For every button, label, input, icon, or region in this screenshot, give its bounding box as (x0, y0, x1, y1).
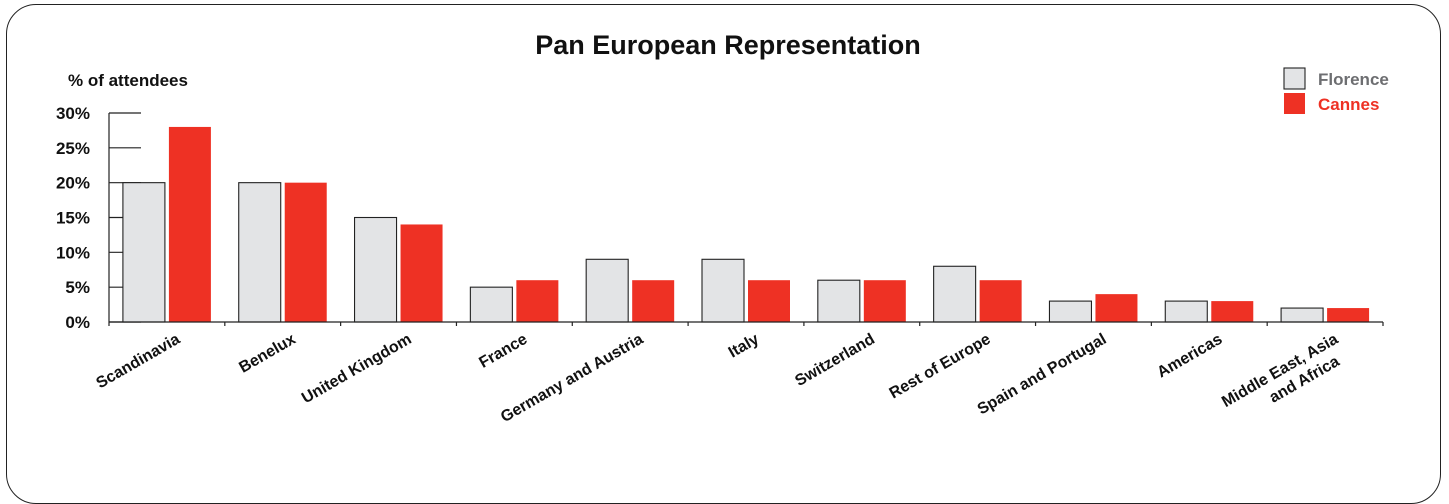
x-axis-labels: Scandinavia Benelux United Kingdom FranceGe… (94, 331, 1351, 429)
legend-label-cannes: Cannes (1318, 95, 1379, 114)
bar-cannes-6 (863, 280, 906, 322)
legend-label-florence: Florence (1318, 70, 1389, 89)
legend-swatch-cannes (1284, 93, 1305, 114)
x-tick-label: Spain and Portugal (975, 331, 1110, 419)
x-tick-label: Americas (1154, 331, 1225, 382)
bar-cannes-8 (1095, 294, 1138, 322)
x-tick-label: Middle East, Asiaand Africa (1219, 331, 1351, 429)
bars (122, 126, 1370, 323)
bar-cannes-10 (1327, 308, 1370, 322)
x-axis (108, 321, 1384, 326)
bar-florence-1 (238, 182, 282, 323)
x-tick-label: Italy (726, 331, 762, 362)
bar-cannes-7 (979, 280, 1022, 322)
bar-cannes-0 (168, 126, 211, 322)
bar-cannes-9 (1211, 301, 1254, 322)
x-tick-label: United Kingdom (299, 331, 414, 407)
bar-florence-10 (1280, 307, 1324, 323)
bar-florence-7 (933, 265, 977, 323)
bar-cannes-2 (400, 224, 443, 322)
bar-florence-5 (701, 258, 745, 323)
bar-florence-6 (817, 279, 861, 323)
y-tick-label: 20% (56, 174, 90, 193)
y-tick-label: 15% (56, 209, 90, 228)
bar-florence-0 (122, 182, 166, 323)
bar-cannes-1 (284, 182, 327, 322)
bar-cannes-3 (516, 280, 559, 322)
y-tick-label: 30% (56, 104, 90, 123)
y-tick-label: 10% (56, 243, 90, 262)
bar-florence-4 (585, 258, 629, 323)
y-axis-label: % of attendees (68, 71, 188, 90)
bar-florence-9 (1164, 300, 1208, 323)
bar-florence-8 (1048, 300, 1093, 323)
y-tick-label: 5% (65, 278, 90, 297)
bar-cannes-5 (748, 280, 790, 322)
chart-title: Pan European Representation (535, 30, 921, 60)
bar-chart: Pan European Representation % of attende… (56, 30, 1389, 429)
x-tick-label: France (476, 331, 530, 372)
x-tick-label: Scandinavia (94, 331, 183, 392)
bar-cannes-4 (632, 280, 675, 322)
legend: Florence Cannes (1283, 67, 1389, 114)
x-tick-label: Benelux (236, 331, 298, 377)
legend-swatch-florence (1283, 67, 1306, 90)
bar-florence-2 (353, 216, 398, 323)
y-tick-label: 0% (65, 313, 90, 332)
bar-florence-3 (469, 286, 513, 323)
x-tick-label: Rest of Europe (887, 331, 994, 403)
x-tick-label: Switzerland (792, 331, 877, 390)
y-tick-label: 25% (56, 139, 90, 158)
